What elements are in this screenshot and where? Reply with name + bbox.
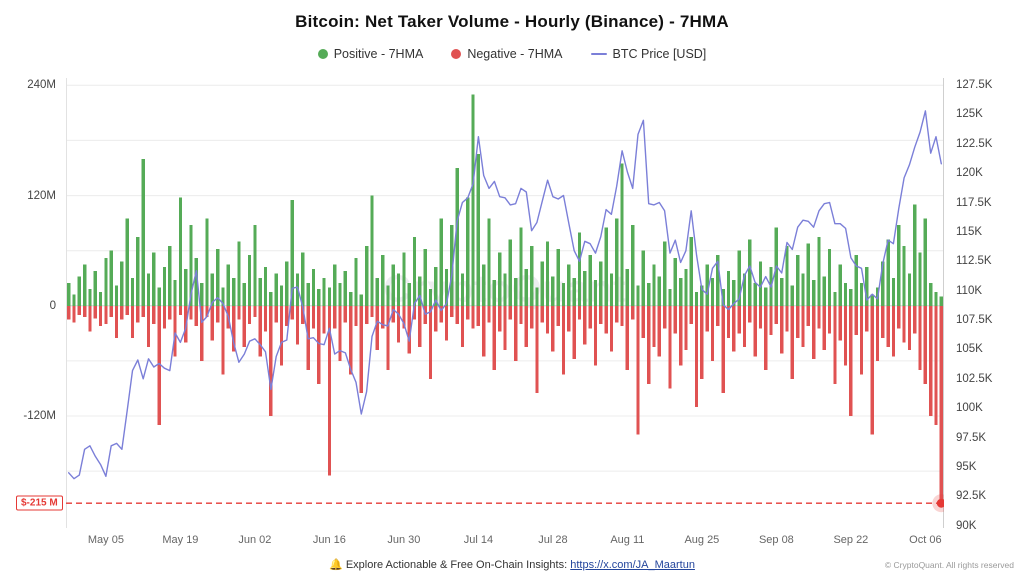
bell-icon: 🔔 xyxy=(329,559,343,571)
positive-dot-icon xyxy=(317,49,328,59)
legend-label-negative: Negative - 7HMA xyxy=(467,47,563,61)
right-axis-tick: 120K xyxy=(956,167,983,180)
right-axis-tick: 115K xyxy=(956,225,983,238)
x-axis-tick: Jun 02 xyxy=(238,534,272,546)
right-axis-tick: 110K xyxy=(956,284,983,297)
right-axis-tick: 105K xyxy=(956,343,983,356)
right-axis-tick: 125K xyxy=(956,108,983,121)
x-axis-tick: May 05 xyxy=(87,534,124,546)
right-axis-tick: 95K xyxy=(956,460,977,473)
left-axis-tick: -120M xyxy=(23,409,56,422)
x-axis-tick: Sep 22 xyxy=(833,534,869,546)
price-line-icon xyxy=(590,52,607,56)
right-axis-tick: 97.5K xyxy=(956,431,987,444)
plot-wrap: CryptoQuant xyxy=(66,78,944,528)
right-axis-tick: 127.5K xyxy=(956,79,993,92)
legend-label-positive: Positive - 7HMA xyxy=(333,47,424,61)
right-axis-tick: 90K xyxy=(956,519,977,532)
copyright-text: © CryptoQuant. All rights reserved xyxy=(884,560,1014,570)
legend-item-btc-price[interactable]: BTC Price [USD] xyxy=(590,47,707,61)
plot-area[interactable] xyxy=(66,78,944,528)
x-axis-tick: May 19 xyxy=(162,534,199,546)
right-axis-tick: 112.5K xyxy=(956,255,992,268)
right-axis-tick: 102.5K xyxy=(956,372,993,385)
negative-volume-bars xyxy=(67,305,943,504)
left-axis-tick: 120M xyxy=(27,189,56,202)
right-axis-tick: 100K xyxy=(956,402,983,415)
footer-text: Explore Actionable & Free On-Chain Insig… xyxy=(345,559,571,571)
right-y-axis: 127.5K 125K 122.5K 120K 117.5K 115K 112.5K 110K… xyxy=(948,78,1018,532)
legend: Positive - 7HMA Negative - 7HMA BTC Pric… xyxy=(0,47,1024,61)
min-value-label: $-215 M xyxy=(16,495,63,511)
right-axis-tick: 92.5K xyxy=(956,490,987,503)
x-axis-tick: Jul 14 xyxy=(463,534,494,546)
x-axis: May 05 May 19 Jun 02 Jun 16 Jun 30 Jul 14 Jul … xyxy=(66,531,944,549)
x-axis-tick: Oct 06 xyxy=(909,534,942,546)
min-value-annotation xyxy=(66,494,944,513)
positive-volume-bars xyxy=(67,94,943,306)
gridlines xyxy=(66,78,944,528)
x-axis-tick: Aug 11 xyxy=(610,534,645,546)
x-axis-tick: Sep 08 xyxy=(758,534,794,546)
right-axis-tick: 122.5K xyxy=(956,137,993,150)
btc-price-line xyxy=(68,110,942,480)
footer: 🔔 Explore Actionable & Free On-Chain Ins… xyxy=(0,558,1024,571)
chart-title: Bitcoin: Net Taker Volume - Hourly (Bina… xyxy=(295,12,729,31)
right-axis-tick: 117.5K xyxy=(956,196,992,209)
x-axis-tick: Jul 28 xyxy=(538,534,568,546)
x-axis-tick: Aug 25 xyxy=(684,534,720,546)
legend-label-btc-price: BTC Price [USD] xyxy=(612,47,707,61)
right-axis-tick: 107.5K xyxy=(956,314,993,327)
x-axis-tick: Jun 30 xyxy=(387,534,421,546)
legend-item-positive[interactable]: Positive - 7HMA xyxy=(317,47,424,61)
legend-item-negative[interactable]: Negative - 7HMA xyxy=(451,47,563,61)
latest-value-dot xyxy=(936,498,944,508)
left-axis-tick: 0 xyxy=(49,299,56,312)
negative-dot-icon xyxy=(451,49,462,59)
insights-link[interactable]: https://x.com/JA_Maartun xyxy=(570,559,695,571)
left-y-axis: 240M 120M 0 -120M xyxy=(2,78,60,528)
x-axis-tick: Jun 16 xyxy=(312,534,346,546)
left-axis-tick: 240M xyxy=(27,79,56,92)
